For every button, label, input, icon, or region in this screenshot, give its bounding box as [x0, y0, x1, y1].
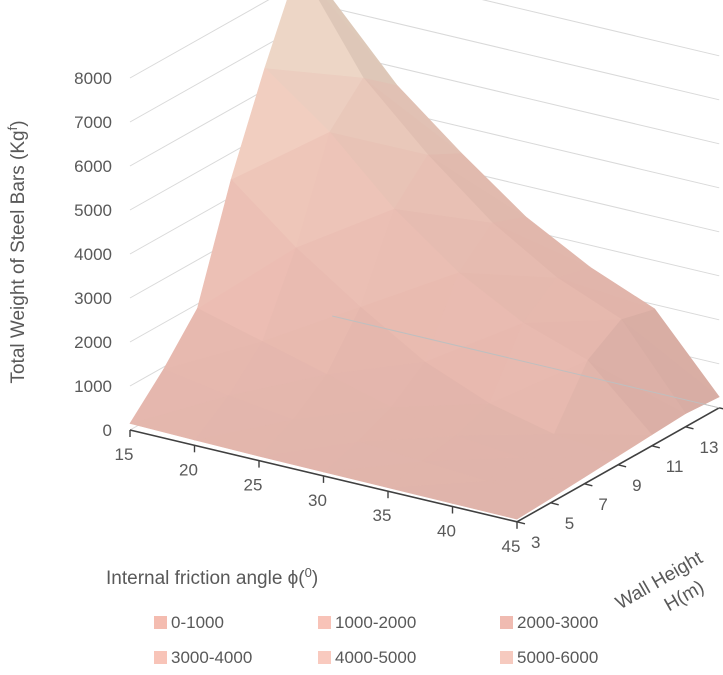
y-tick	[685, 426, 694, 430]
z-tick-label: 8000	[74, 69, 112, 88]
surface	[129, 0, 720, 520]
z-axis-title: Total Weight of Steel Bars (Kgf)	[5, 120, 29, 383]
x-axis-title: Internal friction angle ϕ(0)	[106, 565, 318, 589]
legend-label: 3000-4000	[171, 648, 252, 667]
x-tick-label: 40	[437, 522, 456, 541]
surface-facet	[197, 179, 296, 309]
x-tick-label: 15	[115, 445, 134, 464]
legend-label: 5000-6000	[517, 648, 598, 667]
surface-facet	[163, 308, 263, 370]
legend-swatch	[318, 616, 331, 629]
legend-label: 4000-5000	[335, 648, 416, 667]
legend: 0-1000 1000-2000 2000-3000 3000-4000 4000-50…	[154, 613, 598, 667]
y-tick-label: 11	[666, 457, 684, 476]
y-tick-label: 3	[531, 533, 540, 552]
y-tick	[516, 521, 526, 525]
z-tick-label: 2000	[74, 333, 112, 352]
back-floor-line	[332, 315, 720, 409]
legend-swatch	[154, 616, 167, 629]
z-tick-label: 5000	[74, 201, 112, 220]
tick-labels: 1520253035404535791113150100020003000400…	[74, 69, 719, 556]
y-tick	[550, 502, 559, 506]
y-tick	[584, 483, 593, 487]
y-tick-label: 7	[598, 495, 607, 514]
z-tick-label: 7000	[74, 113, 112, 132]
y-tick	[617, 464, 627, 468]
legend-swatch	[500, 651, 513, 664]
legend-swatch	[154, 651, 167, 664]
y-tick-label: 13	[700, 438, 719, 457]
z-tick-label: 1000	[74, 377, 112, 396]
z-tick-label: 3000	[74, 289, 112, 308]
z-tick-label: 4000	[74, 245, 112, 264]
y-axis-title: Wall Height H(m)	[612, 547, 708, 616]
legend-label: 1000-2000	[335, 613, 416, 632]
legend-swatch	[500, 616, 513, 629]
legend-swatch	[318, 651, 331, 664]
legend-label: 2000-3000	[517, 613, 598, 632]
surface-facet	[264, 0, 364, 78]
y-tick-label: 9	[632, 476, 641, 495]
y-tick	[651, 445, 660, 449]
gridline	[129, 0, 720, 79]
z-tick-label: 6000	[74, 157, 112, 176]
y-tick	[719, 407, 723, 410]
surface-facet	[129, 368, 229, 424]
z-tick-label: 0	[103, 421, 112, 440]
y-tick-label: 5	[565, 514, 574, 533]
x-tick-label: 45	[502, 537, 521, 556]
surface-facet	[326, 0, 398, 86]
surface-facet	[230, 67, 330, 180]
x-tick-label: 35	[373, 506, 392, 525]
axes	[129, 315, 723, 529]
gridline	[129, 7, 720, 123]
x-tick-label: 25	[244, 476, 263, 495]
legend-label: 0-1000	[171, 613, 224, 632]
x-tick-label: 30	[308, 491, 327, 510]
x-tick-label: 20	[179, 460, 198, 479]
